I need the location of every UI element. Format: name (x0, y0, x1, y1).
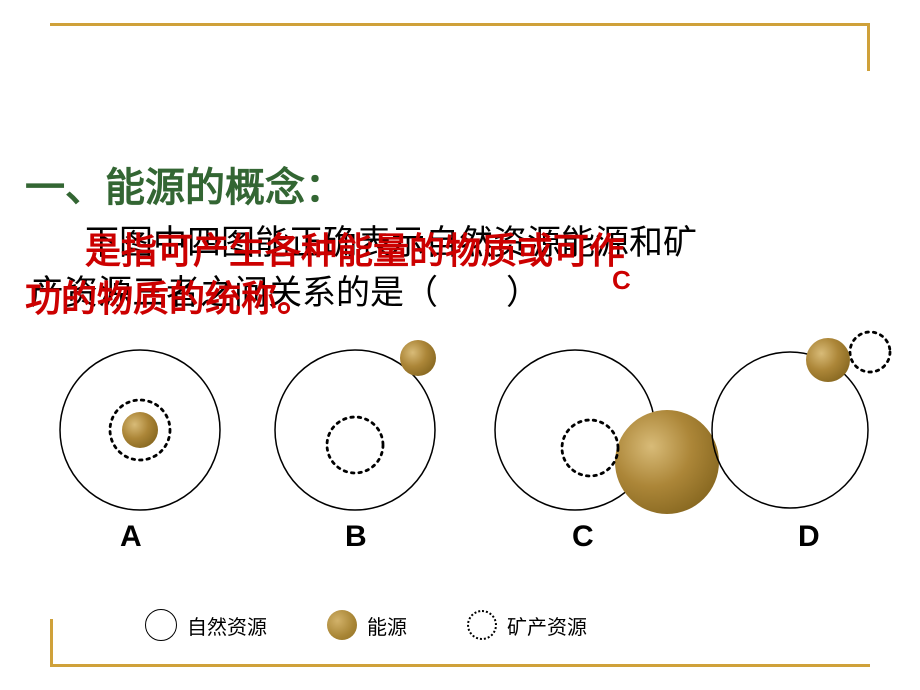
d-gold-circle (806, 338, 850, 382)
section-heading: 一、能源的概念： (25, 155, 345, 213)
definition-line-2: 功的物质的统称。 (25, 270, 313, 322)
definition-line-1: 是指可产生各种能量的物质或可作 (85, 222, 625, 274)
c-outer-circle (495, 350, 655, 510)
label-b: B (345, 520, 367, 554)
legend: 自然资源 能源 矿产资源 (145, 605, 845, 645)
b-outer-circle (275, 350, 435, 510)
top-border (50, 23, 870, 26)
b-dotted-circle (327, 417, 383, 473)
label-d: D (798, 520, 820, 554)
a-dotted-circle (110, 400, 170, 460)
top-border-corner (867, 23, 870, 71)
legend-natural: 自然资源 (145, 609, 267, 641)
answer-letter: C (612, 265, 631, 296)
empty-circle-icon (145, 609, 177, 641)
c-dotted-circle (562, 420, 618, 476)
diagram-svg (0, 0, 920, 690)
legend-mineral: 矿产资源 (467, 610, 587, 640)
bottom-border (50, 664, 870, 667)
d-dotted-circle (850, 332, 890, 372)
legend-energy-label: 能源 (367, 611, 407, 640)
a-outer-circle (60, 350, 220, 510)
label-c: C (572, 520, 594, 554)
legend-natural-label: 自然资源 (187, 611, 267, 640)
gold-circle-icon (327, 610, 357, 640)
legend-mineral-label: 矿产资源 (507, 611, 587, 640)
c-gold-circle (615, 410, 719, 514)
d-outer-circle (712, 352, 868, 508)
a-gold-circle (122, 412, 158, 448)
bottom-border-corner (50, 619, 53, 667)
label-a: A (120, 520, 142, 554)
b-gold-circle (400, 340, 436, 376)
body-text-overlay: 下图中四图能正确表示自然资源能源和矿 产资源三者之间关系的是（ ） 是指可产生各… (25, 210, 895, 310)
legend-energy: 能源 (327, 610, 407, 640)
dotted-circle-icon (467, 610, 497, 640)
